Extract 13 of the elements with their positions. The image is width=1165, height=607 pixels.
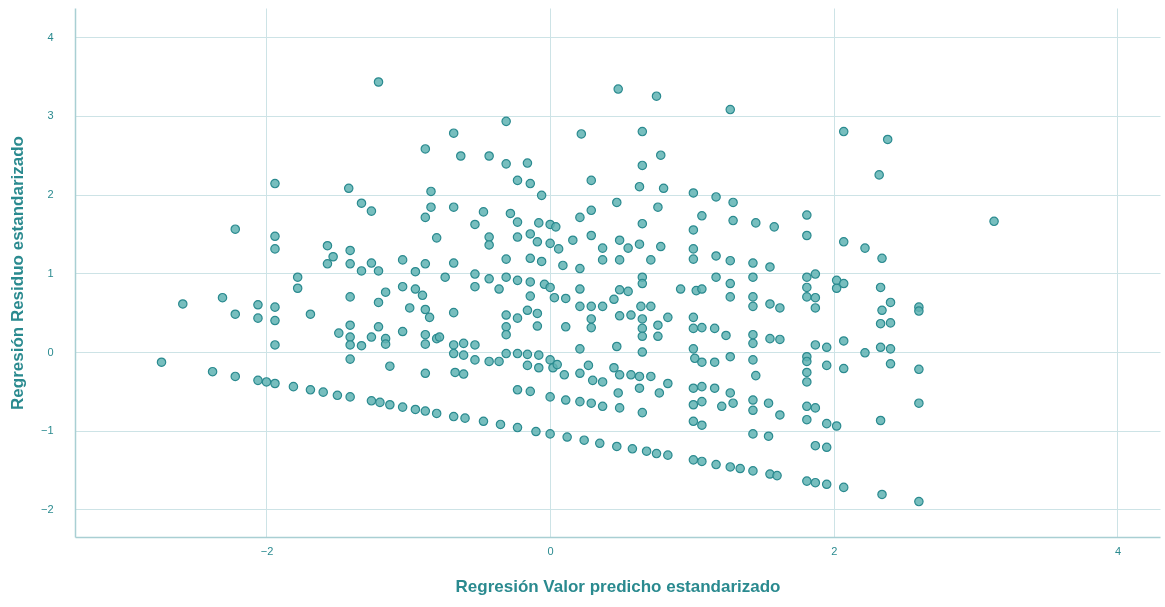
x-tick-label: 4 — [1114, 544, 1122, 557]
x-tick-label: −2 — [260, 544, 274, 557]
y-axis-title: Regresión Residuo estandarizado — [7, 136, 27, 410]
y-tick-label: 2 — [47, 188, 54, 201]
x-tick-label: 0 — [547, 544, 554, 557]
y-tick-label: 1 — [47, 266, 54, 279]
y-tick-label: 4 — [47, 30, 54, 43]
y-tick-label: 3 — [47, 109, 54, 122]
x-axis-title: Regresión Valor predicho estandarizado — [455, 576, 781, 596]
y-tick-label: 0 — [47, 345, 54, 358]
x-tick-label: 2 — [831, 544, 838, 557]
y-tick-label: −2 — [40, 502, 54, 515]
y-tick-label: −1 — [40, 424, 54, 437]
